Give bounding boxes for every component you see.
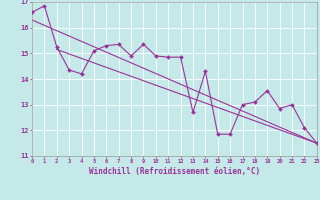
X-axis label: Windchill (Refroidissement éolien,°C): Windchill (Refroidissement éolien,°C) — [89, 167, 260, 176]
